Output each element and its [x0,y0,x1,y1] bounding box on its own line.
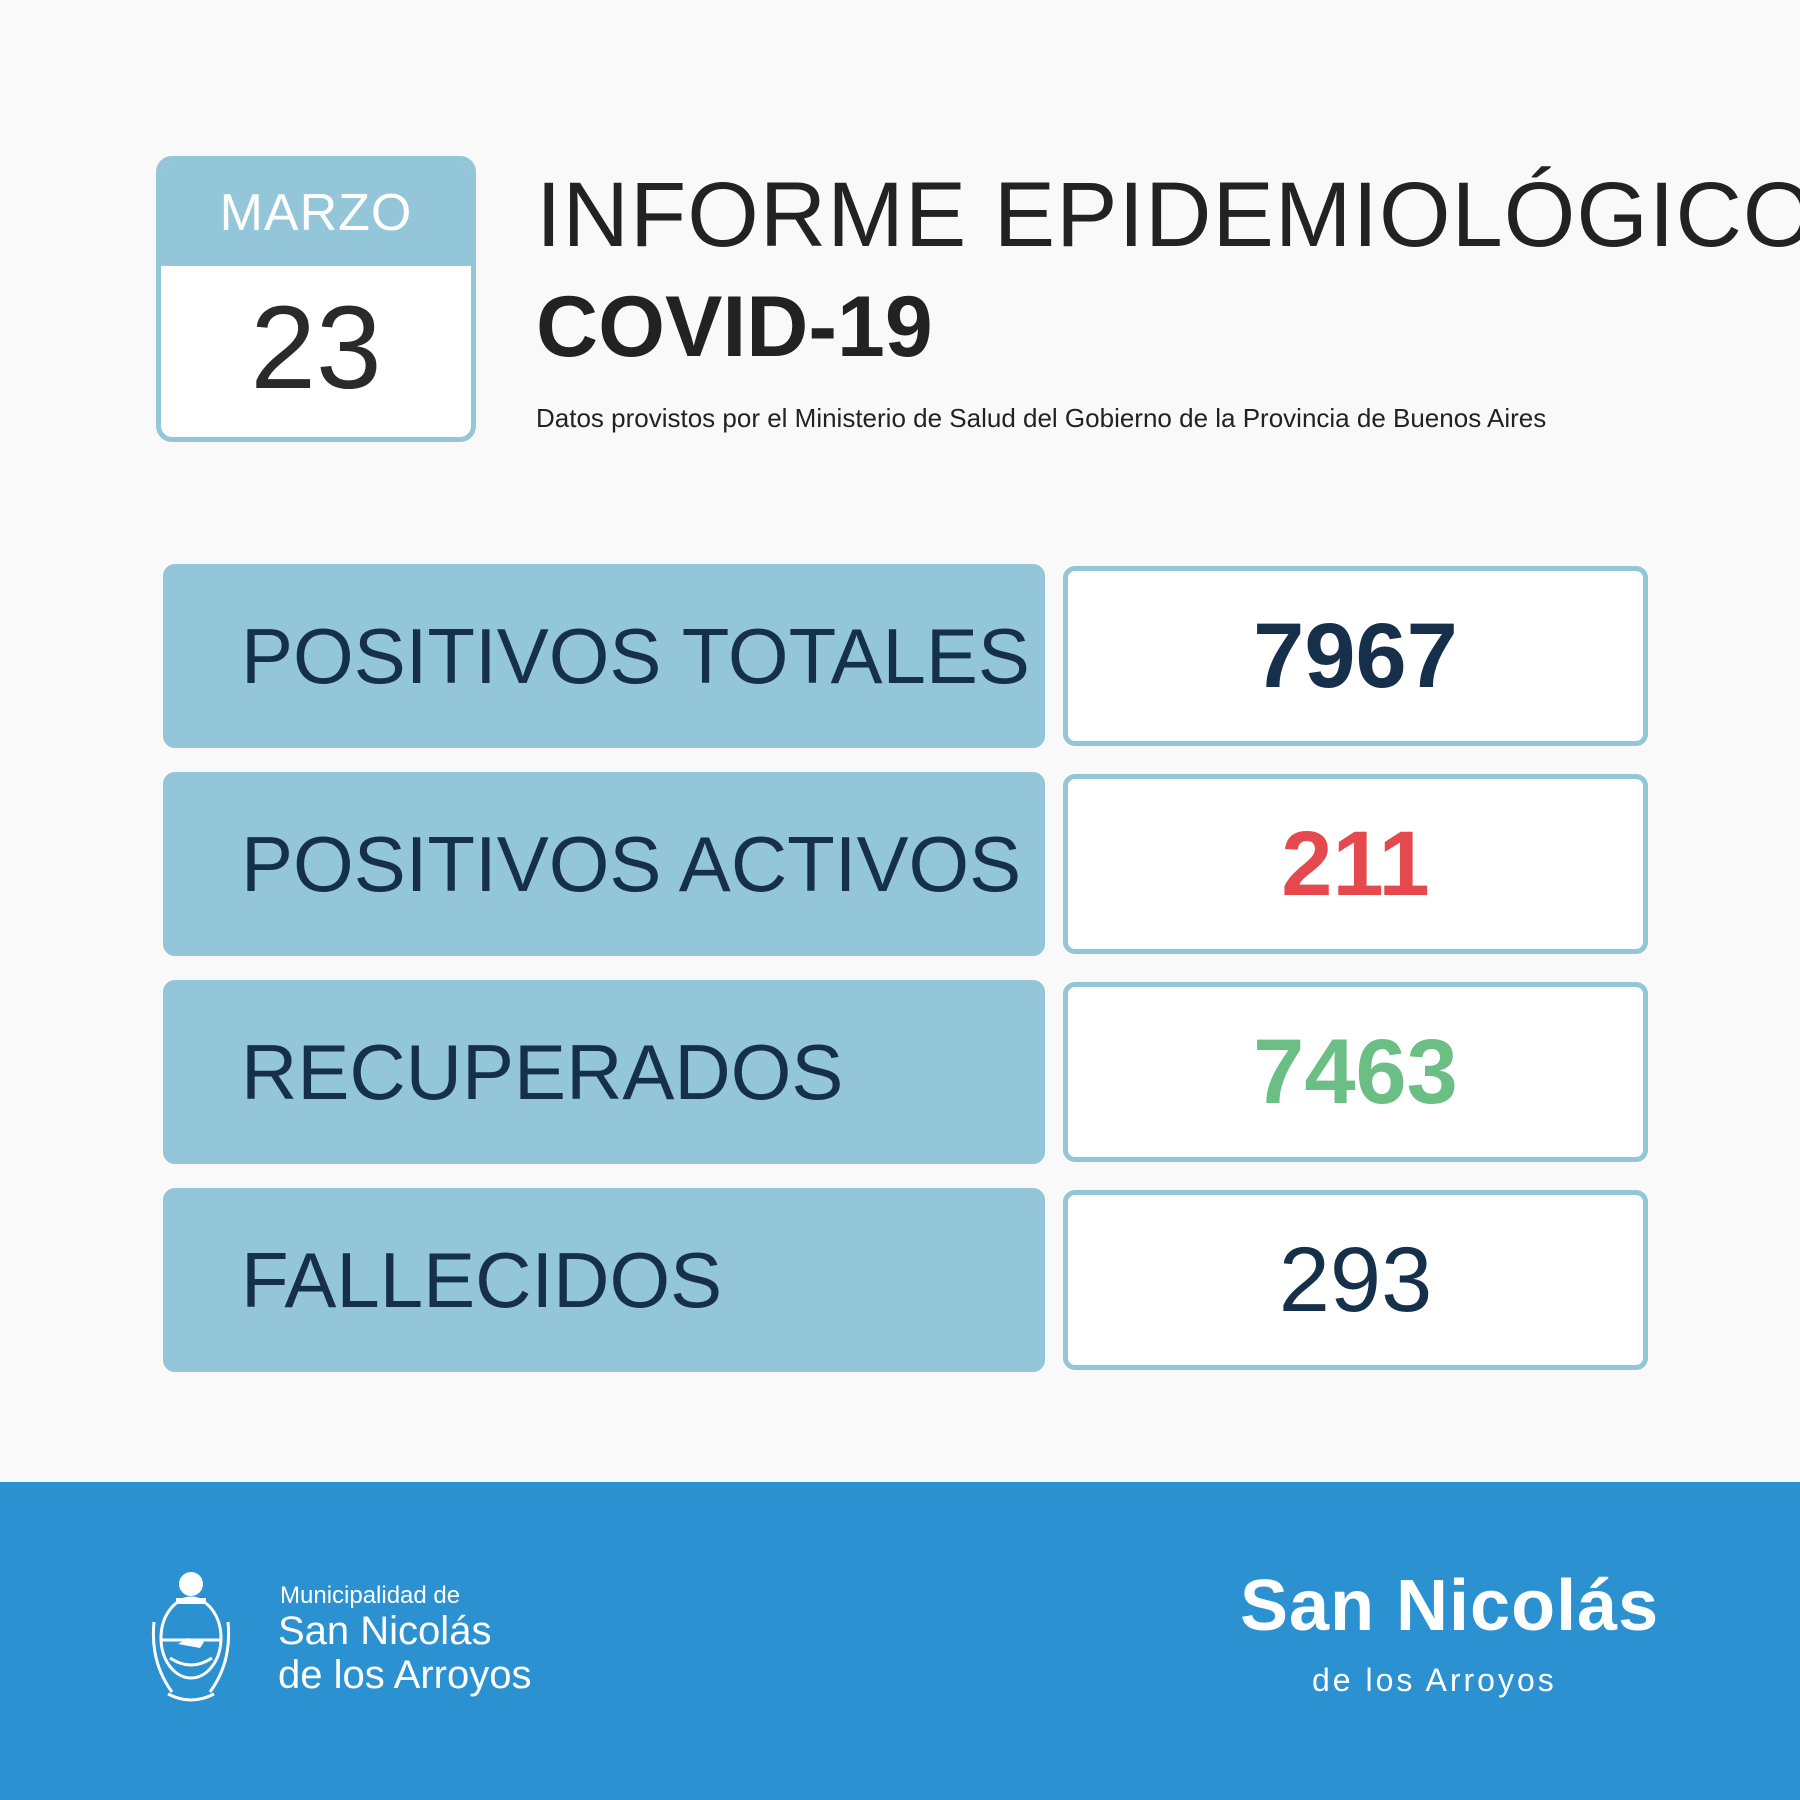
stat-value: 7967 [1063,566,1648,746]
municipality-name-line2: de los Arroyos [278,1653,532,1697]
page-title: INFORME EPIDEMIOLÓGICO [536,164,1800,266]
stat-label: FALLECIDOS [163,1188,1045,1372]
brand-logo-subtext: de los Arroyos [1312,1662,1557,1698]
stat-label: POSITIVOS TOTALES [163,564,1045,748]
coat-of-arms-icon [148,1562,234,1710]
page-subtitle: COVID-19 [536,279,933,375]
stat-label: RECUPERADOS [163,980,1045,1164]
stat-row-recuperados: RECUPERADOS 7463 [163,980,1648,1164]
date-month: MARZO [161,161,471,266]
municipality-name-line1: San Nicolás [278,1609,492,1653]
stat-value: 293 [1063,1190,1648,1370]
stat-row-fallecidos: FALLECIDOS 293 [163,1188,1648,1372]
stat-value: 211 [1063,774,1648,954]
data-source-note: Datos provistos por el Ministerio de Sal… [536,403,1547,433]
stat-label: POSITIVOS ACTIVOS [163,772,1045,956]
stat-row-positivos-activos: POSITIVOS ACTIVOS 211 [163,772,1648,956]
footer-bar: Municipalidad de San Nicolás de los Arro… [0,1482,1800,1800]
municipality-label: Municipalidad de [280,1582,461,1609]
brand-logo-text: San Nicolás [1240,1566,1660,1646]
stat-row-positivos-totales: POSITIVOS TOTALES 7967 [163,564,1648,748]
stat-value: 7463 [1063,982,1648,1162]
date-day: 23 [250,282,382,414]
date-calendar: MARZO 23 [156,156,476,442]
